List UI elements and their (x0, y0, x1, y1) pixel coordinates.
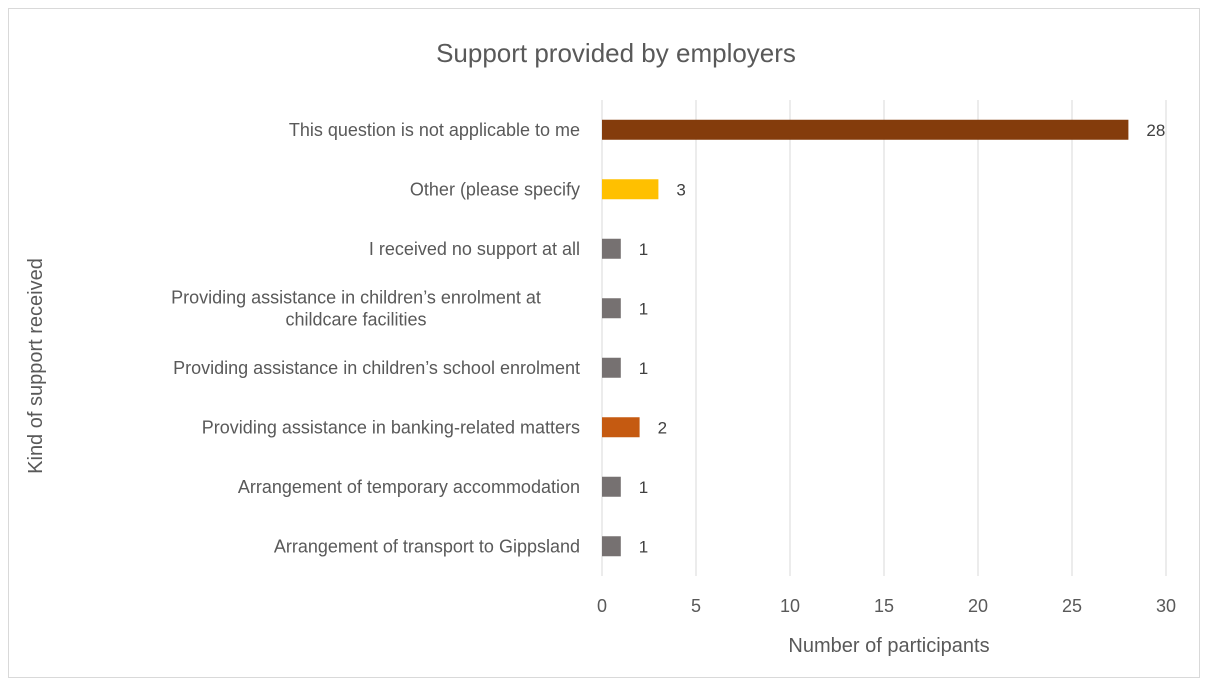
chart-frame (8, 8, 1200, 678)
x-tick-label: 30 (1156, 596, 1176, 616)
x-tick-label: 20 (968, 596, 988, 616)
bar (602, 417, 640, 438)
category-label: Providing assistance in children’s schoo… (173, 358, 580, 378)
data-label: 3 (676, 180, 685, 199)
category-label: Providing assistance in banking-related … (202, 417, 580, 437)
category-label: I received no support at all (369, 239, 580, 259)
bar (602, 536, 621, 557)
x-tick-label: 0 (597, 596, 607, 616)
data-label: 1 (639, 240, 648, 259)
bar (602, 298, 621, 319)
bars: 28 3 1 1 1 2 1 1 (602, 119, 1165, 557)
category-label: Other (please specify (410, 179, 580, 199)
chart-title: Support provided by employers (436, 38, 796, 68)
data-label: 2 (658, 418, 667, 437)
category-label: Arrangement of transport to Gippsland (274, 536, 580, 556)
data-label: 1 (639, 299, 648, 318)
bar (602, 119, 1129, 140)
bar (602, 357, 621, 378)
category-label: Providing assistance in children’s enrol… (171, 287, 541, 329)
bar (602, 238, 621, 259)
x-tick-label: 5 (691, 596, 701, 616)
data-label: 1 (639, 478, 648, 497)
gridlines (601, 100, 1167, 576)
data-label: 1 (639, 359, 648, 378)
data-label: 1 (639, 537, 648, 556)
category-label: This question is not applicable to me (289, 120, 580, 140)
category-label: Arrangement of temporary accommodation (238, 477, 580, 497)
x-tick-labels: 0 5 10 15 20 25 30 (597, 596, 1176, 616)
bar (602, 179, 659, 200)
x-tick-label: 25 (1062, 596, 1082, 616)
bar (602, 476, 621, 497)
category-labels: This question is not applicable to me Oth… (171, 120, 580, 557)
x-tick-label: 10 (780, 596, 800, 616)
data-label: 28 (1146, 121, 1165, 140)
y-axis-title: Kind of support received (25, 258, 47, 474)
x-axis-title: Number of participants (788, 635, 989, 657)
x-tick-label: 15 (874, 596, 894, 616)
